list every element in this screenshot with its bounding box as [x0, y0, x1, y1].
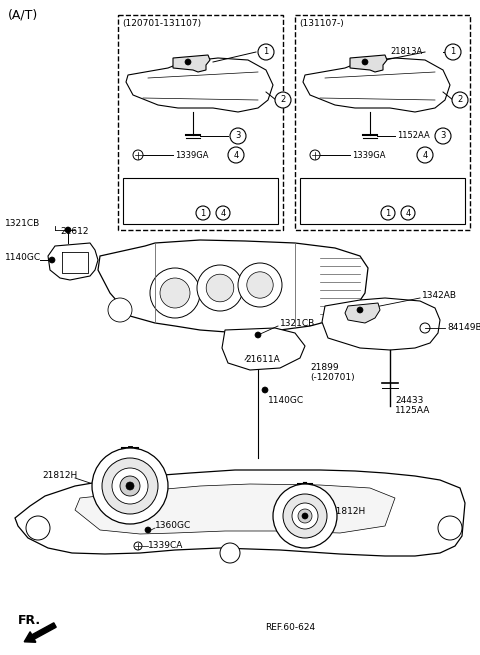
- FancyBboxPatch shape: [123, 178, 278, 224]
- Circle shape: [302, 513, 308, 519]
- Text: 1125AA: 1125AA: [395, 406, 431, 415]
- Circle shape: [435, 128, 451, 144]
- Circle shape: [185, 59, 191, 65]
- Circle shape: [262, 387, 268, 393]
- Text: NOTE: NOTE: [304, 182, 332, 191]
- Polygon shape: [48, 243, 98, 280]
- Text: 1152AA: 1152AA: [397, 132, 430, 141]
- Circle shape: [65, 227, 71, 233]
- Text: 1339CA: 1339CA: [148, 542, 183, 550]
- FancyBboxPatch shape: [300, 178, 465, 224]
- Text: 3: 3: [440, 132, 446, 141]
- Text: 2: 2: [457, 96, 463, 105]
- Circle shape: [401, 206, 415, 220]
- Circle shape: [258, 44, 274, 60]
- Text: 1: 1: [200, 208, 205, 217]
- Text: 4: 4: [406, 208, 410, 217]
- Text: 1342AB: 1342AB: [422, 291, 457, 301]
- Bar: [295, 15, 470, 230]
- Circle shape: [102, 458, 158, 514]
- Text: 21812H: 21812H: [42, 472, 77, 481]
- Circle shape: [452, 92, 468, 108]
- Circle shape: [255, 332, 261, 338]
- Text: 84149B: 84149B: [447, 324, 480, 333]
- Circle shape: [417, 147, 433, 163]
- Text: ~: ~: [210, 208, 218, 218]
- Text: FR.: FR.: [18, 614, 41, 626]
- Circle shape: [206, 274, 234, 302]
- Text: 4: 4: [220, 208, 226, 217]
- Text: 1321CB: 1321CB: [5, 219, 40, 227]
- Text: 21899: 21899: [310, 363, 338, 372]
- Text: (120701-131107): (120701-131107): [122, 19, 201, 28]
- Polygon shape: [303, 58, 450, 112]
- Text: 1339GA: 1339GA: [175, 151, 208, 160]
- FancyArrow shape: [24, 623, 56, 643]
- Circle shape: [216, 206, 230, 220]
- Circle shape: [26, 516, 50, 540]
- Circle shape: [273, 484, 337, 548]
- Polygon shape: [322, 298, 440, 350]
- Polygon shape: [126, 58, 273, 112]
- Circle shape: [283, 494, 327, 538]
- Circle shape: [108, 298, 132, 322]
- Text: ~: ~: [395, 208, 403, 218]
- Circle shape: [230, 128, 246, 144]
- Text: 21612: 21612: [60, 227, 88, 236]
- Text: 1360GC: 1360GC: [155, 521, 191, 531]
- Circle shape: [292, 503, 318, 529]
- Text: THE NO. 21899 :: THE NO. 21899 :: [304, 191, 378, 200]
- Text: 21812H: 21812H: [330, 508, 365, 517]
- Polygon shape: [98, 240, 368, 333]
- Circle shape: [220, 543, 240, 563]
- Polygon shape: [350, 55, 387, 72]
- Text: 4: 4: [422, 151, 428, 160]
- Text: (131107-): (131107-): [299, 19, 344, 28]
- Circle shape: [228, 147, 244, 163]
- Text: 1140GC: 1140GC: [268, 396, 304, 405]
- Polygon shape: [345, 303, 380, 323]
- Text: (-120701): (-120701): [310, 373, 355, 382]
- Circle shape: [298, 509, 312, 523]
- Text: 4: 4: [233, 151, 239, 160]
- Text: REF.60-624: REF.60-624: [265, 624, 315, 633]
- Circle shape: [49, 257, 55, 263]
- Text: 3: 3: [235, 132, 240, 141]
- Text: 1: 1: [385, 208, 391, 217]
- Circle shape: [145, 527, 151, 533]
- Text: 21813A: 21813A: [390, 48, 422, 56]
- Circle shape: [247, 272, 273, 298]
- Text: THE NO. 21850 :: THE NO. 21850 :: [127, 191, 201, 200]
- Text: NOTE: NOTE: [127, 182, 155, 191]
- Circle shape: [92, 448, 168, 524]
- Circle shape: [160, 278, 190, 308]
- Text: 1140GC: 1140GC: [5, 253, 41, 263]
- Text: (A/T): (A/T): [8, 8, 38, 21]
- Text: 24433: 24433: [395, 396, 423, 405]
- Circle shape: [438, 516, 462, 540]
- Circle shape: [120, 476, 140, 496]
- Circle shape: [150, 268, 200, 318]
- Text: 21611A: 21611A: [245, 356, 280, 364]
- Text: 1339GA: 1339GA: [352, 151, 385, 160]
- Circle shape: [126, 482, 134, 490]
- Text: 1: 1: [450, 48, 456, 56]
- Circle shape: [112, 468, 148, 504]
- Text: 1321CB: 1321CB: [280, 318, 315, 328]
- Polygon shape: [173, 55, 210, 72]
- Polygon shape: [222, 328, 305, 370]
- Circle shape: [197, 265, 243, 311]
- Circle shape: [362, 59, 368, 65]
- Circle shape: [357, 307, 363, 313]
- Text: 1: 1: [264, 48, 269, 56]
- Circle shape: [445, 44, 461, 60]
- Circle shape: [275, 92, 291, 108]
- Circle shape: [238, 263, 282, 307]
- Polygon shape: [75, 484, 395, 534]
- Circle shape: [381, 206, 395, 220]
- Polygon shape: [15, 470, 465, 556]
- Text: 2: 2: [280, 96, 286, 105]
- Bar: [118, 15, 283, 230]
- Circle shape: [196, 206, 210, 220]
